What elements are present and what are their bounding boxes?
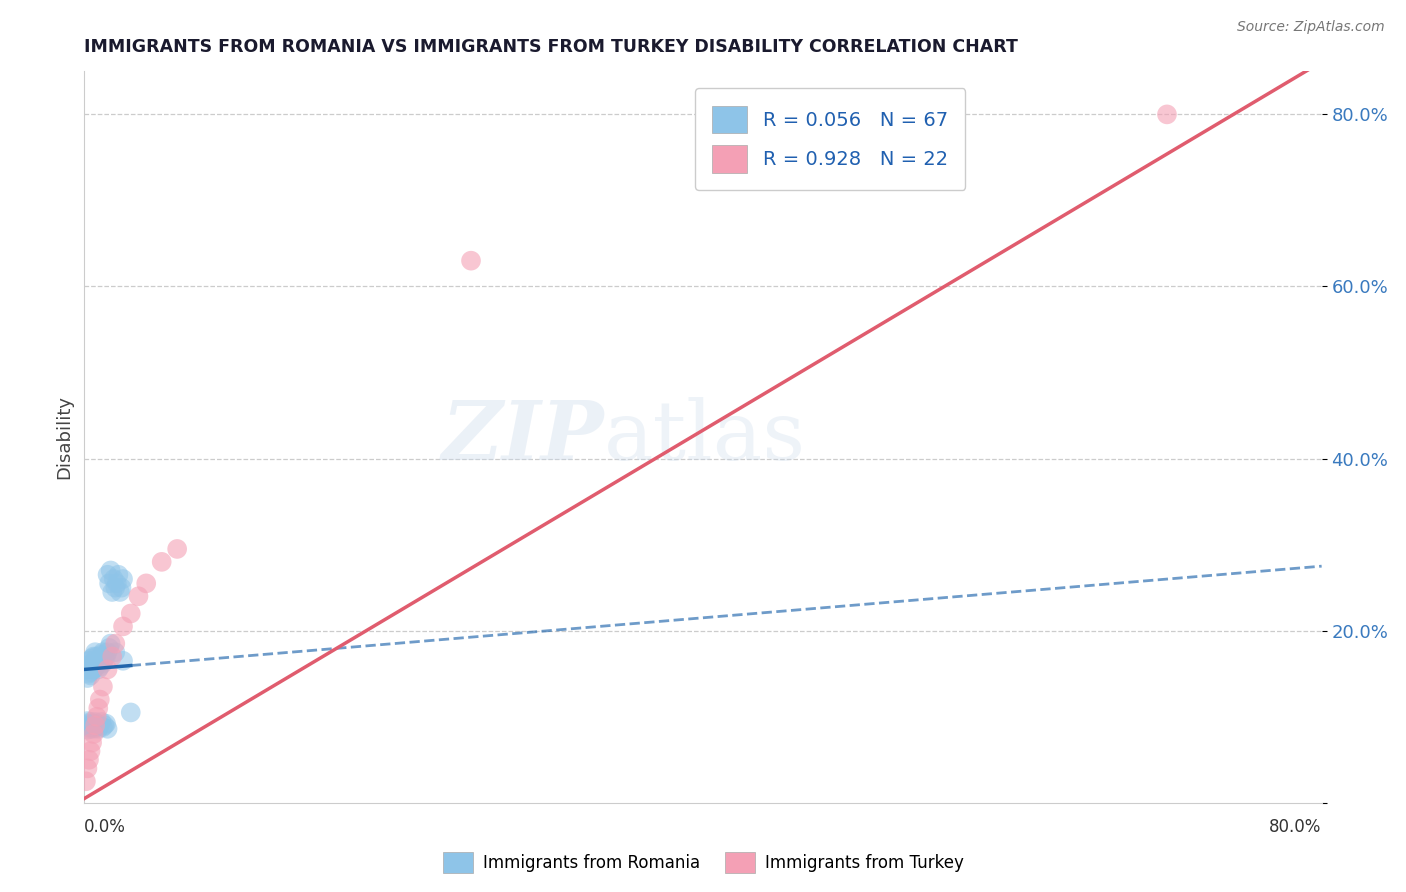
Text: Source: ZipAtlas.com: Source: ZipAtlas.com — [1237, 21, 1385, 34]
Point — [96, 662, 118, 676]
Point — [103, 572, 125, 586]
Point — [82, 660, 104, 674]
Point — [104, 581, 127, 595]
Point — [76, 658, 98, 673]
Point — [104, 637, 127, 651]
Legend: Immigrants from Romania, Immigrants from Turkey: Immigrants from Romania, Immigrants from… — [436, 846, 970, 880]
Point — [76, 723, 98, 737]
Point — [112, 619, 135, 633]
Point — [77, 753, 100, 767]
Y-axis label: Disability: Disability — [55, 395, 73, 479]
Point — [84, 661, 107, 675]
Point — [87, 662, 110, 676]
Point — [90, 648, 112, 662]
Point — [91, 657, 114, 671]
Point — [76, 761, 98, 775]
Point — [79, 714, 101, 729]
Point — [79, 722, 101, 736]
Point — [77, 662, 100, 676]
Point — [112, 572, 135, 586]
Point — [77, 654, 100, 668]
Point — [93, 718, 115, 732]
Point — [150, 555, 173, 569]
Point — [79, 665, 101, 679]
Point — [105, 576, 128, 591]
Point — [86, 658, 108, 673]
Point — [101, 649, 124, 664]
Point — [91, 645, 114, 659]
Point — [83, 649, 105, 664]
Point — [96, 645, 118, 659]
Point — [127, 589, 149, 603]
Point — [86, 716, 108, 731]
Point — [91, 680, 114, 694]
Point — [89, 718, 111, 732]
Text: 0.0%: 0.0% — [84, 818, 127, 836]
Point — [75, 774, 97, 789]
Point — [86, 649, 108, 664]
Point — [75, 718, 97, 732]
Point — [94, 716, 117, 731]
Point — [1156, 107, 1178, 121]
Point — [100, 564, 122, 578]
Point — [77, 720, 100, 734]
Point — [82, 735, 104, 749]
Point — [120, 607, 142, 621]
Point — [166, 541, 188, 556]
Point — [84, 714, 107, 729]
Point — [110, 581, 132, 595]
Point — [101, 585, 124, 599]
Text: atlas: atlas — [605, 397, 806, 477]
Point — [87, 722, 110, 736]
Point — [89, 651, 111, 665]
Point — [86, 710, 108, 724]
Point — [77, 666, 100, 681]
Point — [96, 722, 118, 736]
Text: 80.0%: 80.0% — [1270, 818, 1322, 836]
Point — [135, 576, 157, 591]
Point — [90, 714, 112, 729]
Point — [76, 714, 98, 728]
Point — [75, 662, 97, 676]
Point — [89, 660, 111, 674]
Point — [93, 651, 115, 665]
Point — [83, 716, 105, 731]
Text: ZIP: ZIP — [441, 397, 605, 477]
Point — [460, 253, 482, 268]
Point — [83, 727, 105, 741]
Text: IMMIGRANTS FROM ROMANIA VS IMMIGRANTS FROM TURKEY DISABILITY CORRELATION CHART: IMMIGRANTS FROM ROMANIA VS IMMIGRANTS FR… — [84, 38, 1018, 56]
Point — [83, 658, 105, 673]
Point — [108, 585, 131, 599]
Point — [77, 716, 100, 731]
Point — [86, 720, 108, 734]
Point — [84, 656, 107, 670]
Point — [94, 649, 117, 664]
Point — [84, 718, 107, 732]
Point — [87, 654, 110, 668]
Legend: R = 0.056   N = 67, R = 0.928   N = 22: R = 0.056 N = 67, R = 0.928 N = 22 — [695, 88, 966, 190]
Point — [89, 692, 111, 706]
Point — [82, 651, 104, 665]
Point — [91, 720, 114, 734]
Point — [84, 718, 107, 732]
Point — [100, 637, 122, 651]
Point — [87, 701, 110, 715]
Point — [76, 671, 98, 685]
Point — [98, 576, 121, 591]
Point — [82, 720, 104, 734]
Point — [104, 645, 127, 659]
Point — [83, 722, 105, 736]
Point — [96, 567, 118, 582]
Point — [112, 654, 135, 668]
Point — [107, 567, 129, 582]
Point — [82, 718, 104, 732]
Point — [79, 744, 101, 758]
Point — [82, 657, 104, 671]
Point — [83, 662, 105, 676]
Point — [84, 645, 107, 659]
Point — [98, 640, 121, 655]
Point — [120, 706, 142, 720]
Point — [79, 668, 101, 682]
